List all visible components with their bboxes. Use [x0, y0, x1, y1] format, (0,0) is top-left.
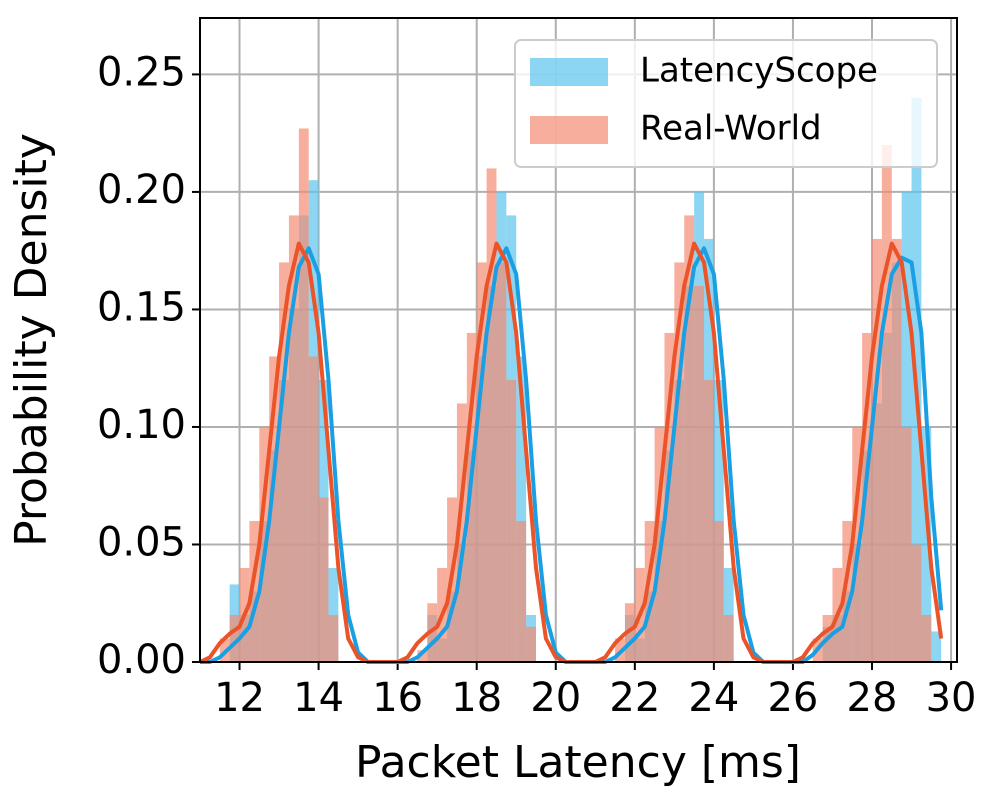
y-tick-label: 0.05	[97, 519, 186, 565]
histogram-bar	[269, 356, 280, 662]
histogram-bar	[723, 614, 734, 662]
x-tick-label: 26	[767, 675, 818, 721]
legend: LatencyScope Real-World	[514, 39, 938, 168]
legend-swatch	[530, 58, 608, 86]
y-tick-label: 0.10	[97, 402, 186, 448]
histogram-bar	[674, 262, 685, 662]
histogram-bar	[644, 520, 655, 662]
histogram-bar	[694, 285, 705, 662]
histogram-bar	[308, 356, 319, 662]
histogram-bar	[516, 356, 527, 662]
legend-label: Real-World	[640, 109, 822, 149]
histogram-bar	[891, 238, 902, 662]
x-tick-label: 22	[609, 675, 660, 721]
y-axis-label: Probability Density	[6, 133, 57, 547]
y-tick-label: 0.25	[97, 49, 186, 95]
y-tick-label: 0.20	[97, 167, 186, 213]
histogram-bar	[881, 144, 892, 663]
histogram-bar	[476, 262, 487, 662]
histogram-bar	[328, 614, 339, 662]
x-tick-label: 12	[214, 675, 265, 721]
histogram-bar	[506, 379, 517, 662]
histogram-bar	[496, 262, 507, 662]
histogram-bar	[931, 631, 942, 662]
histogram-bar	[684, 215, 695, 662]
histogram-bar	[249, 520, 260, 662]
legend-swatch	[530, 116, 608, 144]
histogram-bar	[872, 238, 882, 662]
histogram-bar	[466, 332, 477, 662]
histogram-bar	[486, 168, 497, 663]
histogram-bar	[279, 262, 289, 662]
y-tick-label: 0.00	[97, 637, 186, 683]
legend-label: LatencyScope	[640, 51, 878, 91]
histogram-bar	[417, 650, 428, 662]
x-tick-label: 14	[293, 675, 344, 721]
x-tick-label: 28	[847, 675, 898, 721]
histogram-bar	[526, 626, 537, 662]
histogram-bar	[288, 215, 299, 662]
y-tick-label: 0.15	[97, 284, 186, 330]
histogram-bar	[842, 520, 853, 662]
histogram-bar	[901, 426, 912, 662]
histogram-bar	[911, 544, 922, 662]
plot-frame	[199, 17, 958, 663]
x-axis-label: Packet Latency [ms]	[355, 737, 801, 788]
histogram-bar	[921, 426, 932, 662]
x-tick-label: 30	[926, 675, 977, 721]
x-tick-label: 20	[530, 675, 581, 721]
histogram-bar	[704, 379, 714, 662]
x-tick-label: 24	[688, 675, 739, 721]
legend-box	[514, 39, 938, 168]
histogram-bar	[229, 614, 240, 662]
histogram-bar	[713, 520, 724, 662]
histogram-bar	[516, 520, 527, 662]
x-tick-label: 18	[451, 675, 502, 721]
histogram-bar	[862, 332, 873, 662]
histogram-bar	[298, 128, 309, 662]
x-tick-label: 16	[372, 675, 423, 721]
histogram-bar	[664, 332, 675, 662]
histogram-bar	[921, 614, 932, 662]
histogram-bar	[318, 497, 329, 662]
histogram-bar	[456, 403, 467, 662]
